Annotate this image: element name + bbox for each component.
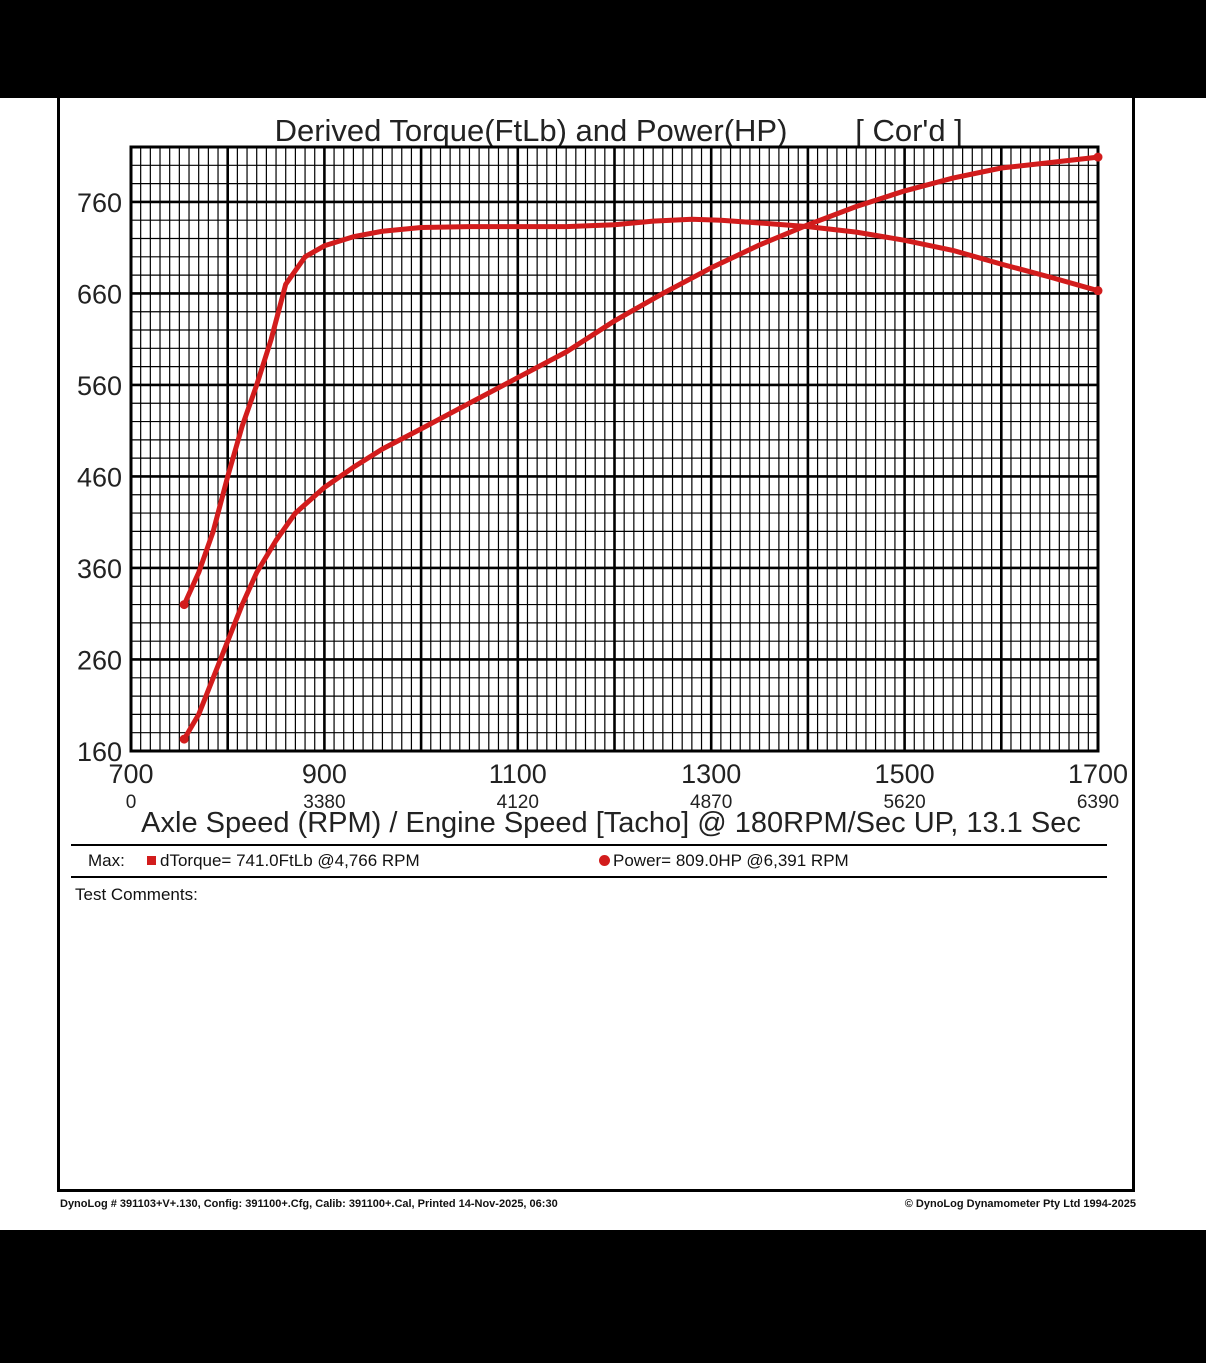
y-tick-label: 560 [77,371,122,401]
x-tick-label: 1300 [681,759,741,789]
series-line-power [181,154,1101,742]
max-power: Power= 809.0HP @6,391 RPM [599,851,849,871]
x2-tick-label: 4120 [497,792,539,813]
x2-tick-label: 0 [126,792,137,813]
x2-tick-label: 3380 [303,792,345,813]
series-layer [179,152,1103,744]
footer-right: © DynoLog Dynamometer Pty Ltd 1994-2025 [904,1198,1136,1210]
max-prefix: Max: [88,851,125,870]
max-torque-text: dTorque= 741.0FtLb @4,766 RPM [160,851,420,870]
sheet-frame [57,98,1135,1192]
max-power-text: Power= 809.0HP @6,391 RPM [613,851,849,870]
series-end-point-power [1093,152,1103,162]
max-torque: dTorque= 741.0FtLb @4,766 RPM [147,851,420,871]
power-dot-icon [599,855,610,866]
series-end-point-dtorque [1093,286,1103,296]
y-tick-label: 460 [77,462,122,492]
x-tick-label: 1500 [875,759,935,789]
grid-major [131,147,1098,751]
series-line-dtorque [181,216,1101,608]
x-tick-label: 1700 [1068,759,1128,789]
x-axis-ticks: 700 900 1100 1300 1500 1700 [108,759,1128,789]
x-axis-label: Axle Speed (RPM) / Engine Speed [Tacho] … [141,807,1081,839]
chart-title-tag: [ Cor'd ] [855,113,963,148]
test-comments-label: Test Comments: [75,885,198,904]
grid-minor [131,147,1098,751]
x2-tick-label: 4870 [690,792,732,813]
series-start-point-power [179,734,189,744]
dyno-sheet: Derived Torque(FtLb) and Power(HP) [ Cor… [0,98,1206,1230]
y-tick-label: 360 [77,554,122,584]
x-tick-label: 700 [108,759,153,789]
x-tick-label: 900 [302,759,347,789]
x-axis-engine-ticks: 0 3380 4120 4870 5620 6390 [126,792,1119,813]
x2-tick-label: 5620 [883,792,925,813]
dyno-chart: Derived Torque(FtLb) and Power(HP) [ Cor… [77,113,1128,839]
max-summary-bar: Max: dTorque= 741.0FtLb @4,766 RPM Power… [71,844,1107,878]
footer-left: DynoLog # 391103+V+.130, Config: 391100+… [60,1198,558,1210]
y-tick-label: 660 [77,279,122,309]
torque-square-icon [147,856,156,865]
y-tick-label: 160 [77,737,122,767]
series-start-point-dtorque [179,600,189,610]
plot-border [129,145,1100,753]
x-tick-label: 1100 [489,759,547,789]
y-tick-label: 760 [77,188,122,218]
chart-title: Derived Torque(FtLb) and Power(HP) [275,113,788,148]
x2-tick-label: 6390 [1077,792,1119,813]
y-tick-label: 260 [77,645,122,675]
y-axis-ticks: 160 260 360 460 560 660 760 [77,188,122,767]
